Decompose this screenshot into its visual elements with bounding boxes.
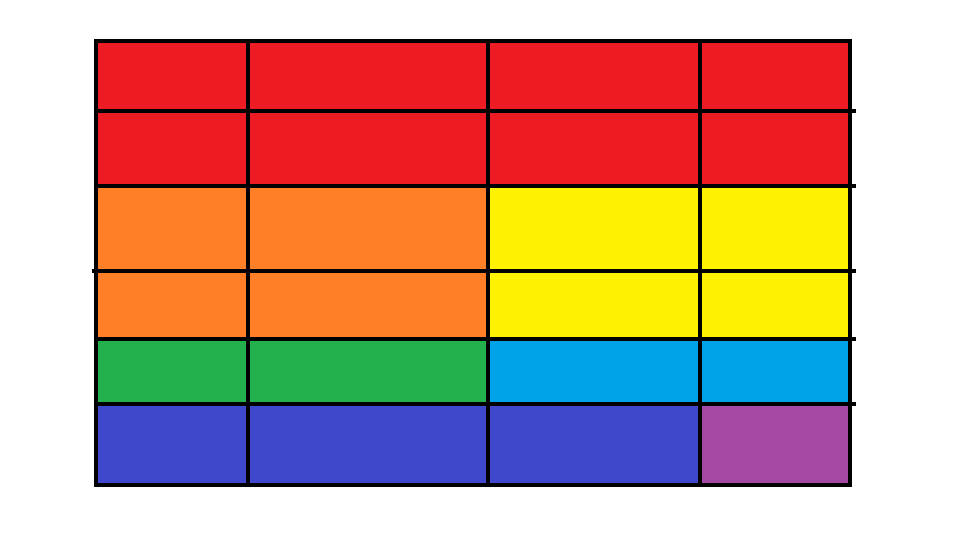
grid-vline-1 <box>94 39 98 487</box>
grid-cell-r4-c1 <box>96 271 248 339</box>
grid-cell-r3-c4 <box>700 186 850 271</box>
grid-cell-r1-c2 <box>248 41 488 111</box>
grid-cell-r2-c2 <box>248 111 488 186</box>
grid-cell-r5-c4 <box>700 339 850 404</box>
grid-cell-r4-c2 <box>248 271 488 339</box>
grid-cell-r6-c4 <box>700 404 850 485</box>
grid-cell-r5-c1 <box>96 339 248 404</box>
grid-cell-r1-c1 <box>96 41 248 111</box>
grid-cell-r4-c4 <box>700 271 850 339</box>
grid-vline-2 <box>246 39 250 487</box>
grid-cell-r3-c3 <box>488 186 700 271</box>
grid-cell-r5-c2 <box>248 339 488 404</box>
grid-cell-r2-c4 <box>700 111 850 186</box>
grid-hline-1 <box>94 39 852 43</box>
grid-cell-r1-c4 <box>700 41 850 111</box>
grid-cell-r4-c3 <box>488 271 700 339</box>
grid-hline-4 <box>92 269 856 273</box>
grid-cell-r6-c1 <box>96 404 248 485</box>
grid-vline-3 <box>486 39 490 487</box>
grid-hline-2 <box>94 109 856 113</box>
grid-hline-7 <box>94 483 852 487</box>
grid-cell-r6-c3 <box>488 404 700 485</box>
grid-cell-r5-c3 <box>488 339 700 404</box>
grid-cell-r2-c3 <box>488 111 700 186</box>
grid-hline-3 <box>94 184 856 188</box>
grid-hline-6 <box>94 402 856 406</box>
grid-vline-4 <box>698 39 702 487</box>
grid-cell-r3-c2 <box>248 186 488 271</box>
grid-vline-5 <box>848 39 852 487</box>
grid-hline-5 <box>94 337 856 341</box>
grid-cell-r6-c2 <box>248 404 488 485</box>
grid-cell-r1-c3 <box>488 41 700 111</box>
grid-cell-r2-c1 <box>96 111 248 186</box>
grid-cell-r3-c1 <box>96 186 248 271</box>
